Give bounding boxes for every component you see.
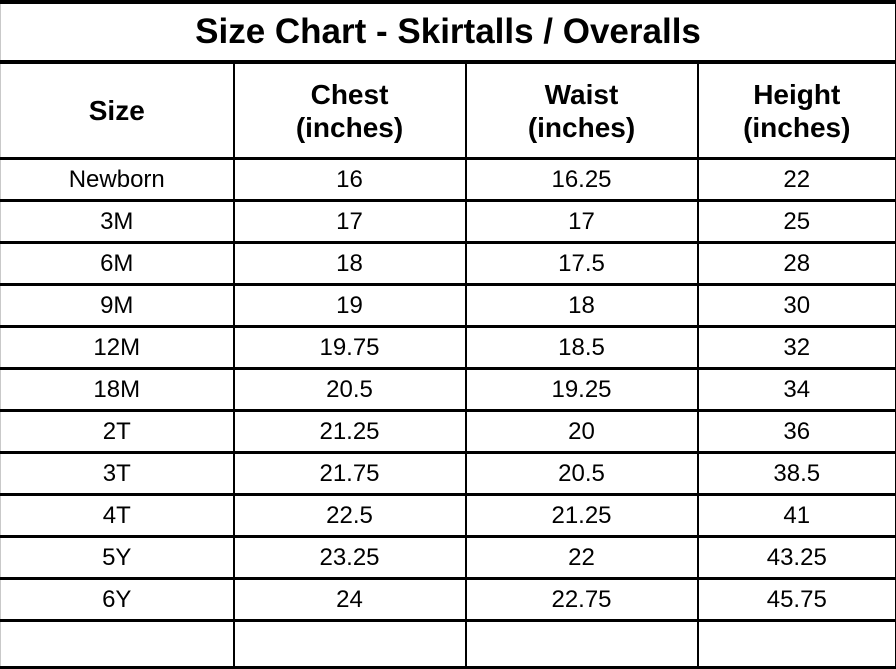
table-row: 3T 21.75 20.5 38.5	[1, 453, 896, 495]
table-row: 9M 19 18 30	[1, 285, 896, 327]
waist-cell: 20	[466, 411, 698, 453]
table-row: 5Y 23.25 22 43.25	[1, 537, 896, 579]
height-cell: 28	[698, 243, 896, 285]
table-row: 12M 19.75 18.5 32	[1, 327, 896, 369]
page-title: Size Chart - Skirtalls / Overalls	[1, 2, 896, 62]
column-header-label: Size	[1, 94, 233, 127]
size-cell: Newborn	[1, 159, 234, 201]
height-cell: 36	[698, 411, 896, 453]
table-row: 18M 20.5 19.25 34	[1, 369, 896, 411]
column-header-unit: (inches)	[699, 111, 896, 144]
column-header-label: Height	[699, 78, 896, 111]
height-cell: 34	[698, 369, 896, 411]
chest-cell: 22.5	[234, 495, 466, 537]
column-header-label: Waist	[467, 78, 697, 111]
waist-cell: 21.25	[466, 495, 698, 537]
height-cell: 38.5	[698, 453, 896, 495]
column-header-unit: (inches)	[467, 111, 697, 144]
size-cell: 18M	[1, 369, 234, 411]
chest-cell: 19	[234, 285, 466, 327]
height-cell: 25	[698, 201, 896, 243]
header-row: Size Chest (inches) Waist (inches) Heigh…	[1, 62, 896, 159]
waist-cell: 22	[466, 537, 698, 579]
chest-cell: 19.75	[234, 327, 466, 369]
height-cell: 30	[698, 285, 896, 327]
waist-cell: 17.5	[466, 243, 698, 285]
size-cell: 2T	[1, 411, 234, 453]
waist-cell: 19.25	[466, 369, 698, 411]
size-cell: 3M	[1, 201, 234, 243]
table-row: 6M 18 17.5 28	[1, 243, 896, 285]
waist-cell: 17	[466, 201, 698, 243]
waist-cell: 18	[466, 285, 698, 327]
size-cell: 5Y	[1, 537, 234, 579]
chest-cell: 17	[234, 201, 466, 243]
size-cell: 6Y	[1, 579, 234, 621]
table-row: 3M 17 17 25	[1, 201, 896, 243]
chest-cell: 21.25	[234, 411, 466, 453]
size-cell: 4T	[1, 495, 234, 537]
size-cell: 9M	[1, 285, 234, 327]
chest-cell: 21.75	[234, 453, 466, 495]
height-cell: 41	[698, 495, 896, 537]
waist-cell: 18.5	[466, 327, 698, 369]
chest-cell: 23.25	[234, 537, 466, 579]
column-header-waist: Waist (inches)	[466, 62, 698, 159]
title-row: Size Chart - Skirtalls / Overalls	[1, 2, 896, 62]
column-header-size: Size	[1, 62, 234, 159]
size-cell: 3T	[1, 453, 234, 495]
chest-cell: 16	[234, 159, 466, 201]
chest-cell: 20.5	[234, 369, 466, 411]
height-cell: 43.25	[698, 537, 896, 579]
column-header-unit: (inches)	[235, 111, 465, 144]
size-cell: 12M	[1, 327, 234, 369]
chest-cell: 18	[234, 243, 466, 285]
table-row: 2T 21.25 20 36	[1, 411, 896, 453]
waist-cell: 16.25	[466, 159, 698, 201]
column-header-label: Chest	[235, 78, 465, 111]
waist-cell: 22.75	[466, 579, 698, 621]
column-header-chest: Chest (inches)	[234, 62, 466, 159]
column-header-height: Height (inches)	[698, 62, 896, 159]
chest-cell: 24	[234, 579, 466, 621]
height-cell: 22	[698, 159, 896, 201]
table-row: 4T 22.5 21.25 41	[1, 495, 896, 537]
table-row: Newborn 16 16.25 22	[1, 159, 896, 201]
table-row: 6Y 24 22.75 45.75	[1, 579, 896, 621]
waist-cell: 20.5	[466, 453, 698, 495]
height-cell: 32	[698, 327, 896, 369]
size-cell: 6M	[1, 243, 234, 285]
height-cell: 45.75	[698, 579, 896, 621]
